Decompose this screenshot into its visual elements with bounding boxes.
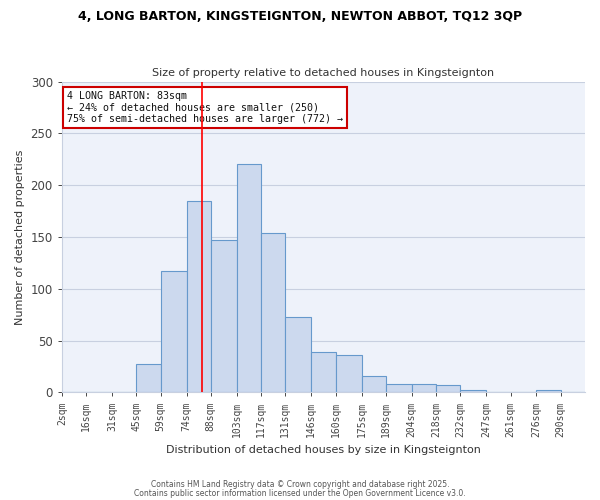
Bar xyxy=(536,390,561,392)
Bar xyxy=(311,352,335,393)
Bar xyxy=(412,384,436,392)
Bar xyxy=(237,164,261,392)
Bar xyxy=(460,390,486,392)
Bar xyxy=(436,385,460,392)
Bar xyxy=(261,233,286,392)
Bar xyxy=(136,364,161,392)
Text: Contains public sector information licensed under the Open Government Licence v3: Contains public sector information licen… xyxy=(134,488,466,498)
Title: Size of property relative to detached houses in Kingsteignton: Size of property relative to detached ho… xyxy=(152,68,494,78)
Bar xyxy=(335,355,362,393)
Bar xyxy=(161,271,187,392)
Bar xyxy=(386,384,412,392)
Bar xyxy=(362,376,386,392)
Text: 4, LONG BARTON, KINGSTEIGNTON, NEWTON ABBOT, TQ12 3QP: 4, LONG BARTON, KINGSTEIGNTON, NEWTON AB… xyxy=(78,10,522,23)
Text: Contains HM Land Registry data © Crown copyright and database right 2025.: Contains HM Land Registry data © Crown c… xyxy=(151,480,449,489)
Text: 4 LONG BARTON: 83sqm
← 24% of detached houses are smaller (250)
75% of semi-deta: 4 LONG BARTON: 83sqm ← 24% of detached h… xyxy=(67,91,343,124)
X-axis label: Distribution of detached houses by size in Kingsteignton: Distribution of detached houses by size … xyxy=(166,445,481,455)
Bar xyxy=(286,317,311,392)
Bar xyxy=(187,200,211,392)
Bar xyxy=(211,240,237,392)
Y-axis label: Number of detached properties: Number of detached properties xyxy=(15,150,25,324)
